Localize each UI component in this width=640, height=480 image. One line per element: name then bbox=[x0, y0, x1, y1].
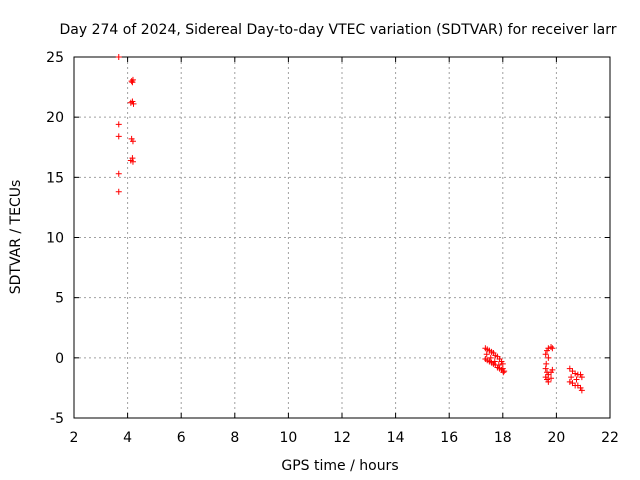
y-tick-label: 0 bbox=[55, 351, 64, 367]
x-tick-label: 18 bbox=[494, 430, 512, 446]
x-tick-label: 22 bbox=[601, 430, 619, 446]
y-tick-label: 5 bbox=[55, 291, 64, 307]
data-point bbox=[578, 387, 585, 394]
x-tick-label: 2 bbox=[70, 430, 79, 446]
y-tick-label: 10 bbox=[46, 231, 64, 247]
data-point bbox=[549, 345, 556, 352]
data-point bbox=[543, 360, 550, 367]
y-axis-label: SDTVAR / TECUs bbox=[8, 180, 24, 295]
y-tick-label: 20 bbox=[46, 110, 64, 126]
y-tick-label: 15 bbox=[46, 170, 64, 186]
data-point bbox=[548, 344, 555, 351]
data-point bbox=[500, 369, 507, 376]
y-tick-label: 25 bbox=[46, 50, 64, 66]
data-point bbox=[573, 376, 580, 383]
data-point bbox=[129, 138, 136, 145]
data-point bbox=[115, 170, 122, 177]
x-tick-label: 10 bbox=[279, 430, 297, 446]
y-tick-label: -5 bbox=[50, 411, 64, 427]
data-point bbox=[501, 368, 508, 375]
data-point bbox=[483, 351, 490, 358]
data-point bbox=[548, 375, 555, 382]
data-points bbox=[115, 54, 585, 394]
data-point bbox=[130, 100, 137, 107]
data-point bbox=[542, 365, 549, 372]
chart-title: Day 274 of 2024, Sidereal Day-to-day VTE… bbox=[60, 22, 617, 38]
grid bbox=[74, 57, 610, 418]
data-point bbox=[129, 79, 136, 86]
data-point bbox=[572, 370, 579, 377]
data-point bbox=[542, 351, 549, 358]
data-point bbox=[487, 354, 494, 361]
data-point bbox=[495, 362, 502, 369]
x-axis-label: GPS time / hours bbox=[281, 458, 398, 474]
data-point bbox=[545, 378, 552, 385]
data-point bbox=[566, 378, 573, 385]
data-point bbox=[115, 54, 122, 60]
data-point bbox=[129, 158, 136, 165]
data-point bbox=[568, 374, 575, 381]
data-point bbox=[549, 366, 556, 373]
x-tick-label: 16 bbox=[440, 430, 458, 446]
data-point bbox=[491, 358, 498, 365]
x-tick-label: 20 bbox=[547, 430, 565, 446]
x-tick-label: 4 bbox=[123, 430, 132, 446]
axis-ticks: 2 4 6 8 10 12 14 16 18 20 22 -5 0 5 10 15 20 25 bbox=[46, 50, 619, 446]
data-point bbox=[115, 121, 122, 128]
data-point bbox=[128, 78, 135, 85]
data-point bbox=[578, 374, 585, 381]
x-tick-label: 8 bbox=[230, 430, 239, 446]
data-point bbox=[545, 354, 552, 361]
data-point bbox=[115, 188, 122, 195]
data-point bbox=[115, 133, 122, 140]
x-tick-label: 12 bbox=[333, 430, 351, 446]
x-tick-label: 14 bbox=[387, 430, 405, 446]
x-tick-label: 6 bbox=[177, 430, 186, 446]
data-point bbox=[129, 155, 136, 162]
